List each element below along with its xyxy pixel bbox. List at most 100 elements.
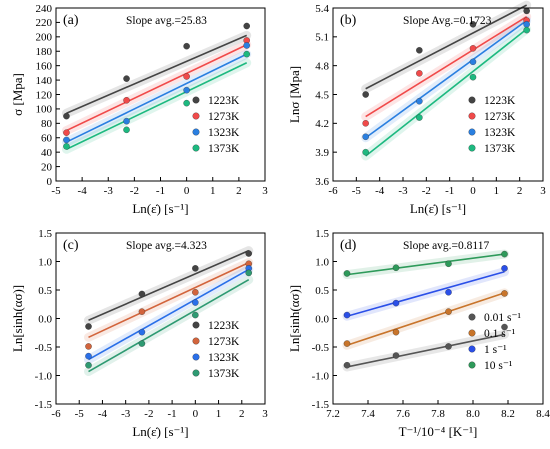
- x-tick-label: 7.8: [431, 408, 445, 420]
- data-point-s2-3: [243, 42, 250, 49]
- legend-marker: [468, 112, 476, 120]
- y-tick-label: 0: [47, 176, 53, 188]
- legend-label: 1373K: [208, 368, 240, 380]
- fit-line-0: [66, 34, 248, 114]
- data-point-s2-1: [138, 328, 146, 336]
- x-tick-label: 1: [216, 408, 222, 420]
- x-tick-label: 1: [494, 185, 500, 197]
- x-tick-label: -1: [156, 185, 165, 197]
- legend-marker: [192, 144, 200, 152]
- panel-c: -6 -5 -4 -3 -2 -1 0 1 2 3 -1.5 -1.0 -0.5 0.0 0.5 1.0 1.5…: [10, 228, 268, 439]
- data-point-s1-0: [343, 340, 351, 347]
- data-point-s3-3: [245, 269, 252, 277]
- data-point-s3-1: [392, 264, 400, 272]
- x-axis-label: T⁻¹/10⁻⁴ [K⁻¹]: [399, 424, 478, 439]
- data-point-s3-2: [183, 99, 190, 107]
- legend-marker: [192, 112, 200, 120]
- fit-line-3: [88, 279, 250, 373]
- y-axis-label: Ln[sinh(ασ)]: [287, 285, 302, 352]
- data-point-s1-2: [183, 73, 190, 80]
- fit-line-2: [346, 270, 505, 317]
- y-axis-label: Lnσ [Mpa]: [287, 66, 302, 123]
- legend: 1223K 1273K 1323K 1373K: [192, 320, 240, 380]
- legend: 1223K 1273K 1323K 1373K: [468, 95, 516, 155]
- panel-label: (d): [340, 238, 357, 253]
- x-tick-label: 1: [210, 185, 216, 197]
- y-tick-label: 0.5: [315, 285, 329, 297]
- y-tick-label: 100: [36, 104, 53, 116]
- fit-line-2: [365, 19, 528, 139]
- x-tick-label: -3: [104, 185, 114, 197]
- panel-label: (c): [63, 238, 79, 253]
- x-tick-label: -1: [445, 185, 454, 197]
- panel-label: (b): [340, 13, 357, 28]
- y-tick-label: -1.0: [35, 370, 53, 382]
- x-axis-label: Ln(ε̇) [s⁻¹]: [410, 201, 466, 216]
- y-tick-label: 160: [36, 60, 53, 72]
- fit-line-3: [365, 28, 528, 157]
- x-tick-label: -4: [78, 185, 88, 197]
- legend-marker: [192, 128, 200, 136]
- y-tick-label: 0.0: [315, 313, 329, 325]
- data-point-s3-0: [343, 270, 351, 277]
- legend-label: 1323K: [484, 127, 516, 139]
- data-point-s3-0: [63, 143, 70, 150]
- data-point-s2-1: [392, 299, 400, 307]
- data-point-s0-0: [343, 361, 351, 369]
- x-axis-label: Ln(ε̇) [s⁻¹]: [132, 424, 188, 439]
- data-point-s2-0: [362, 133, 369, 141]
- data-point-s1-0: [85, 343, 92, 350]
- x-tick-label: 8.4: [536, 408, 550, 420]
- data-point-s0-1: [392, 352, 400, 359]
- y-tick-label: -1.5: [35, 399, 53, 411]
- x-tick-label: 3: [262, 408, 268, 420]
- data-point-s1-1: [392, 328, 400, 336]
- fit-line-1: [66, 44, 248, 132]
- data-point-s0-3: [245, 250, 252, 257]
- y-axis-label: Ln[sinh(ασ)]: [10, 285, 25, 352]
- y-tick-label: 80: [41, 118, 53, 130]
- fit-line-3: [66, 62, 248, 151]
- legend-marker: [468, 345, 476, 353]
- x-tick-label: 2: [517, 185, 523, 197]
- fit-line-1: [365, 15, 528, 118]
- legend-marker: [468, 128, 476, 136]
- y-tick-label: 5.1: [315, 32, 329, 44]
- x-tick-label: 0: [193, 408, 199, 420]
- data-point-s0-0: [85, 323, 92, 330]
- fit-line-0: [346, 333, 505, 368]
- data-point-s2-1: [123, 117, 130, 125]
- x-tick-label: 7.2: [326, 408, 340, 420]
- x-axis-label: Ln(ε̇) [s⁻¹]: [132, 201, 188, 216]
- x-tick-label: 0: [184, 185, 190, 197]
- y-tick-label: 3.6: [315, 176, 329, 188]
- x-tick-label: -4: [98, 408, 108, 420]
- data-point-s2-2: [192, 299, 199, 306]
- x-tick-label: -6: [328, 185, 338, 197]
- legend-label: 1273K: [208, 336, 240, 348]
- legend-label: 1273K: [208, 111, 240, 123]
- data-point-s0-1: [123, 75, 130, 82]
- y-tick-label: 140: [36, 75, 53, 87]
- y-tick-label: 5.4: [315, 3, 329, 15]
- data-point-s2-3: [523, 21, 530, 28]
- data-point-s3-0: [85, 361, 92, 369]
- data-point-s1-0: [362, 120, 369, 127]
- data-point-s2-2: [183, 86, 190, 94]
- data-point-s1-2: [469, 45, 477, 52]
- y-tick-label: 220: [36, 17, 53, 29]
- legend-label: 0.1 s⁻¹: [484, 328, 516, 340]
- y-axis-label: σ [Mpa]: [10, 73, 25, 116]
- x-tick-label: -5: [352, 185, 362, 197]
- data-point-s2-0: [63, 136, 70, 144]
- data-point-s2-2: [445, 289, 452, 296]
- legend-label: 1 s⁻¹: [484, 344, 507, 356]
- data-point-s0-2: [183, 42, 190, 50]
- legend-label: 1323K: [208, 352, 240, 364]
- x-tick-label: -2: [144, 408, 153, 420]
- data-point-s0-1: [416, 47, 423, 54]
- legend-marker: [468, 329, 476, 337]
- legend-marker: [192, 353, 200, 361]
- slope-annotation: Slope avg.=4.323: [126, 240, 207, 252]
- legend-marker: [192, 321, 200, 329]
